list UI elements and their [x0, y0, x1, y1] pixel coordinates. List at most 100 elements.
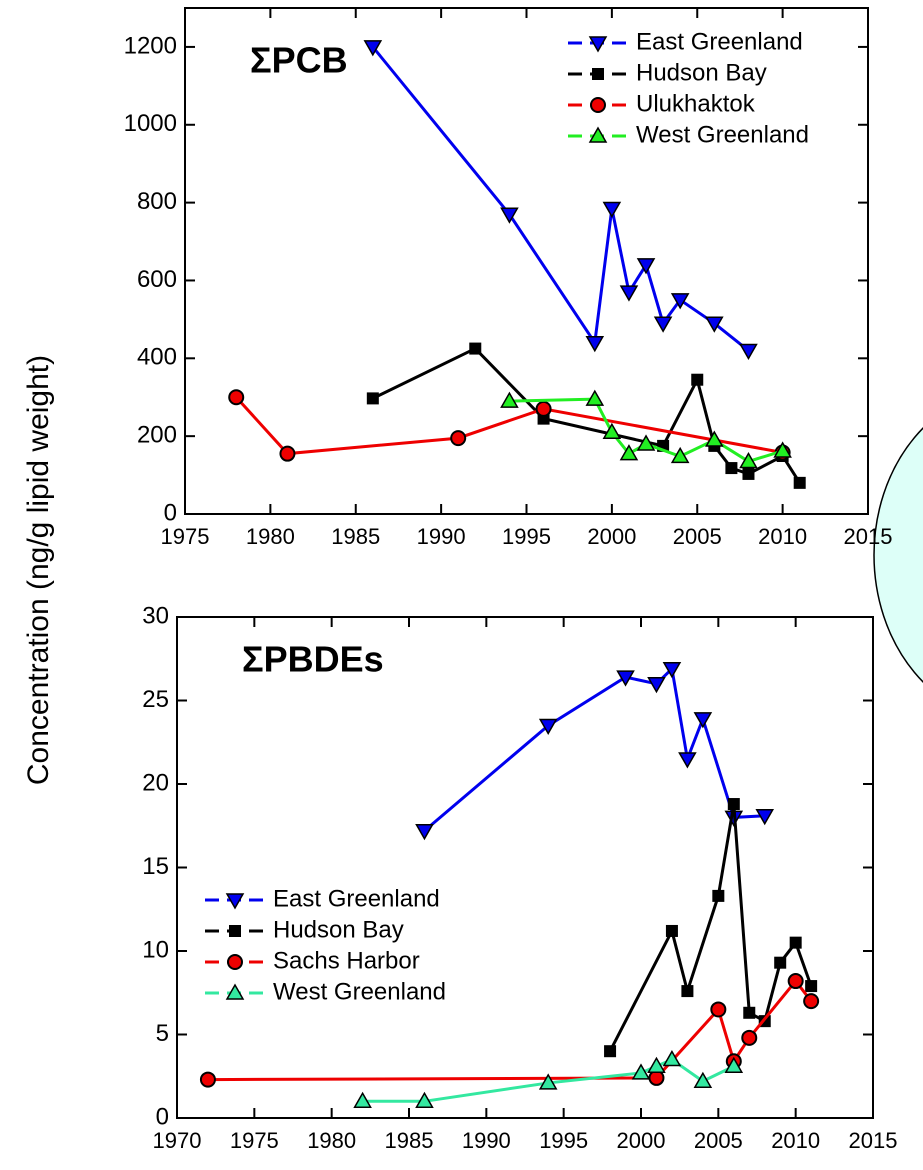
legend-marker	[225, 983, 245, 1000]
marker	[353, 1091, 372, 1109]
marker	[535, 400, 552, 417]
y-axis-label: Concentration (ng/g lipid weight)	[22, 355, 55, 785]
x-tick-label: 2015	[844, 524, 893, 549]
marker	[678, 752, 697, 769]
legend-marker	[588, 36, 608, 53]
y-tick-label: 800	[137, 188, 177, 215]
marker	[712, 889, 725, 902]
marker	[727, 798, 740, 811]
y-tick-label: 10	[142, 936, 169, 963]
marker	[724, 1056, 744, 1073]
series-line	[608, 803, 813, 1052]
marker	[415, 824, 434, 841]
marker	[662, 1050, 682, 1067]
y-tick-label: 1200	[124, 32, 177, 59]
chart-title: ΣPBDEs	[242, 639, 384, 680]
series-line	[372, 346, 801, 484]
marker	[619, 285, 639, 302]
marker	[743, 1006, 756, 1019]
marker	[742, 467, 755, 480]
marker	[228, 389, 245, 406]
marker	[793, 476, 806, 489]
marker	[710, 1001, 727, 1018]
marker	[415, 1091, 434, 1109]
marker	[755, 808, 775, 826]
y-tick-label: 0	[164, 499, 177, 526]
legend-marker	[588, 126, 608, 143]
chart-title: ΣPCB	[250, 40, 348, 81]
legend-marker	[225, 893, 245, 910]
marker	[450, 430, 467, 447]
y-tick-label: 1000	[124, 110, 177, 137]
y-tick-label: 400	[137, 344, 177, 371]
x-tick-label: 2010	[758, 524, 807, 549]
marker	[670, 446, 690, 464]
x-tick-label: 1985	[331, 524, 380, 549]
marker	[662, 662, 682, 679]
x-tick-label: 1980	[246, 524, 295, 549]
marker	[739, 451, 758, 469]
marker	[803, 993, 820, 1010]
marker	[602, 201, 622, 218]
marker	[691, 373, 704, 386]
marker	[538, 718, 558, 736]
marker	[363, 40, 383, 57]
y-tick-label: 15	[142, 853, 169, 880]
legend-marker	[590, 97, 606, 113]
x-tick-label: 1975	[230, 1128, 279, 1153]
x-tick-label: 1995	[502, 524, 551, 549]
marker	[705, 316, 724, 333]
marker	[602, 422, 622, 440]
marker	[648, 1069, 665, 1086]
x-tick-label: 1980	[307, 1128, 356, 1153]
marker	[619, 444, 639, 461]
x-tick-label: 1975	[161, 524, 210, 549]
y-tick-label: 200	[137, 421, 177, 448]
plot-frame	[176, 616, 874, 1119]
series-line	[423, 665, 765, 832]
marker	[705, 430, 724, 447]
marker	[670, 293, 690, 310]
y-tick-label: 600	[137, 266, 177, 293]
marker	[585, 389, 605, 406]
marker	[665, 924, 678, 937]
marker	[741, 1029, 758, 1046]
marker	[616, 670, 635, 687]
marker	[653, 316, 673, 333]
map-inset	[873, 427, 923, 683]
legend-label: Sachs Harbor	[273, 947, 420, 974]
x-tick-label: 2015	[849, 1128, 898, 1153]
legend-marker	[229, 925, 241, 937]
legend-label: East Greenland	[636, 28, 803, 55]
marker	[279, 445, 296, 462]
marker	[725, 462, 738, 475]
series-line	[362, 1057, 735, 1103]
series-line	[371, 45, 750, 352]
y-tick-label: 20	[142, 769, 169, 796]
marker	[636, 434, 656, 451]
x-tick-label: 2005	[673, 524, 722, 549]
x-tick-label: 2005	[694, 1128, 743, 1153]
x-tick-label: 2000	[617, 1128, 666, 1153]
marker	[773, 441, 792, 458]
marker	[739, 343, 758, 361]
marker	[631, 1063, 651, 1080]
marker	[787, 973, 804, 990]
marker	[366, 392, 379, 405]
marker	[681, 985, 694, 998]
y-tick-label: 0	[156, 1103, 169, 1130]
marker	[500, 391, 519, 408]
marker	[693, 1071, 713, 1089]
legend-label: Hudson Bay	[636, 59, 767, 86]
x-tick-label: 1970	[153, 1128, 202, 1153]
x-tick-label: 1995	[539, 1128, 588, 1153]
x-tick-label: 1985	[385, 1128, 434, 1153]
x-tick-label: 2000	[587, 524, 636, 549]
y-tick-label: 25	[142, 686, 169, 713]
marker	[469, 342, 482, 355]
y-tick-label: 5	[156, 1020, 169, 1047]
legend-marker	[227, 954, 243, 970]
marker	[604, 1045, 617, 1058]
